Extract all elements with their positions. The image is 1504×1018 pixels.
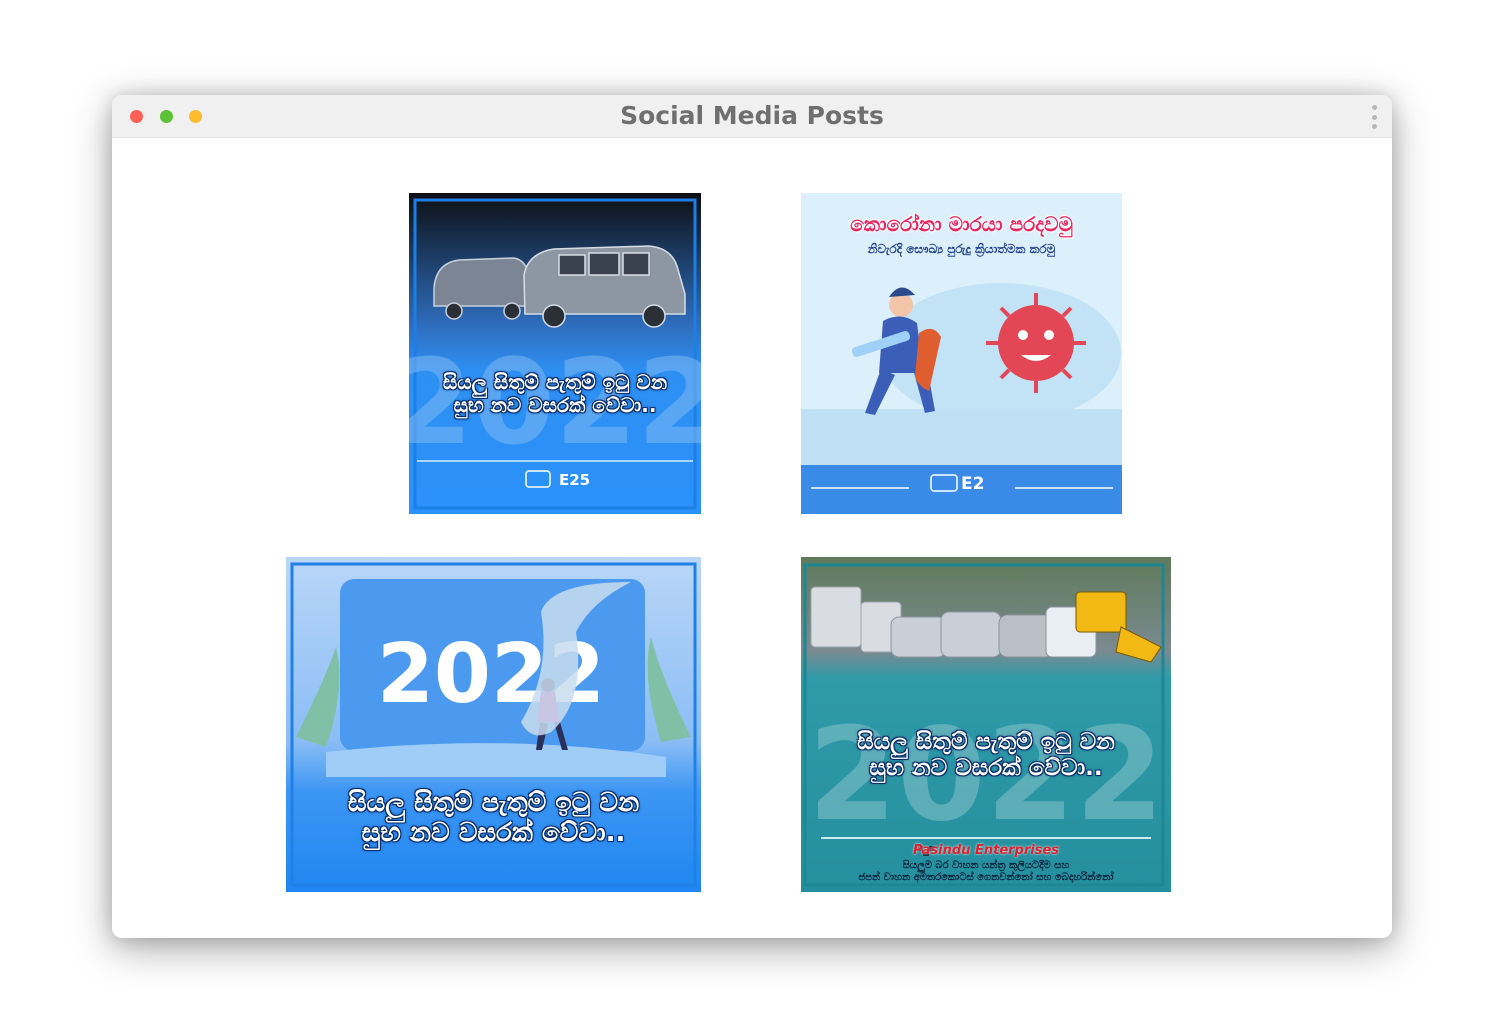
close-window-button[interactable] — [130, 110, 143, 123]
minimize-window-button[interactable] — [189, 110, 202, 123]
brand-text: Pasindu Enterprises — [912, 843, 1060, 858]
tagline-text: සියලුම බර වාහන යන්ත්‍ර කුලියටදීම සහ ජපන්… — [858, 860, 1114, 883]
e25-logo-icon: E25 — [525, 470, 590, 489]
post-2-artwork: E2 — [801, 193, 1122, 514]
svg-text:E2: E2 — [961, 474, 984, 494]
doctor-icon — [851, 287, 941, 415]
van-icon — [523, 245, 686, 328]
browser-window: Social Media Posts — [112, 95, 1392, 938]
headline-text: කොරෝනා මාරයා පරදවමු — [850, 212, 1073, 236]
title-bar: Social Media Posts — [112, 95, 1392, 138]
post-card-corona-awareness[interactable]: E2 කොරෝනා මාරයා පරදවමු නිවැරදි සෞඛ්‍ය පු… — [801, 193, 1122, 514]
greeting-text: සියලු සිතුම් පැතුම් ඉටු වන සුභ නව වසරක් … — [347, 788, 640, 848]
big-year-watermark: 2022 — [808, 701, 1164, 850]
greeting-text: සියලු සිතුම් පැතුම් ඉටු වන සුභ නව වසරක් … — [857, 729, 1115, 782]
greeting-text: සියලු සිතුම් පැතුම් ඉටු වන සුභ නව වසරක් … — [442, 370, 668, 417]
post-card-pasindu-enterprises[interactable]: 2022 සියලු සිතුම් පැතුම් ඉටු වන සුභ නව ව… — [801, 557, 1171, 892]
subheadline-text: නිවැරදි සෞඛ්‍ය පුරුදු ක්‍රියාත්මක කරමු — [867, 242, 1056, 256]
post-1-artwork: 2022 E25 — [409, 193, 701, 514]
post-3-artwork: 2022 — [286, 557, 701, 892]
window-title: Social Media Posts — [620, 101, 884, 130]
e2-logo-icon: E2 — [930, 474, 984, 494]
checkered-flag-icon — [917, 846, 935, 856]
post-4-artwork: 2022 — [801, 557, 1171, 892]
svg-text:E25: E25 — [559, 471, 590, 489]
van-icon — [890, 611, 1002, 658]
post-card-vans-new-year[interactable]: 2022 E25 සියලු සිතුම් පැතුම් ඉටු වන සුභ … — [409, 193, 701, 514]
virus-icon — [986, 293, 1086, 393]
zoom-window-button[interactable] — [160, 110, 173, 123]
van-icon — [433, 257, 533, 320]
excavator-icon — [1075, 591, 1162, 663]
big-year-watermark: 2022 — [409, 333, 701, 471]
post-card-page-turn-new-year[interactable]: 2022 සියලු සිතුම් පැතුම් ඉටු වන සුභ නව ව… — [286, 557, 701, 892]
more-options-icon[interactable] — [1370, 105, 1378, 129]
